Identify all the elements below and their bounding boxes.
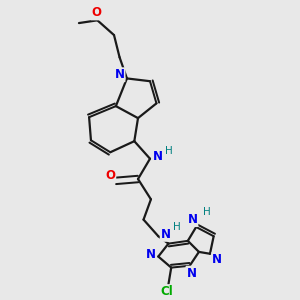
Text: N: N (152, 150, 162, 164)
Text: Cl: Cl (160, 285, 173, 298)
Text: N: N (187, 267, 196, 280)
Text: N: N (188, 213, 197, 226)
Text: H: H (203, 207, 211, 217)
Text: O: O (92, 6, 101, 20)
Text: N: N (161, 228, 171, 241)
Text: H: H (165, 146, 172, 156)
Text: N: N (212, 253, 222, 266)
Text: N: N (146, 248, 156, 261)
Text: H: H (173, 222, 181, 232)
Text: O: O (105, 169, 115, 182)
Text: N: N (115, 68, 124, 81)
